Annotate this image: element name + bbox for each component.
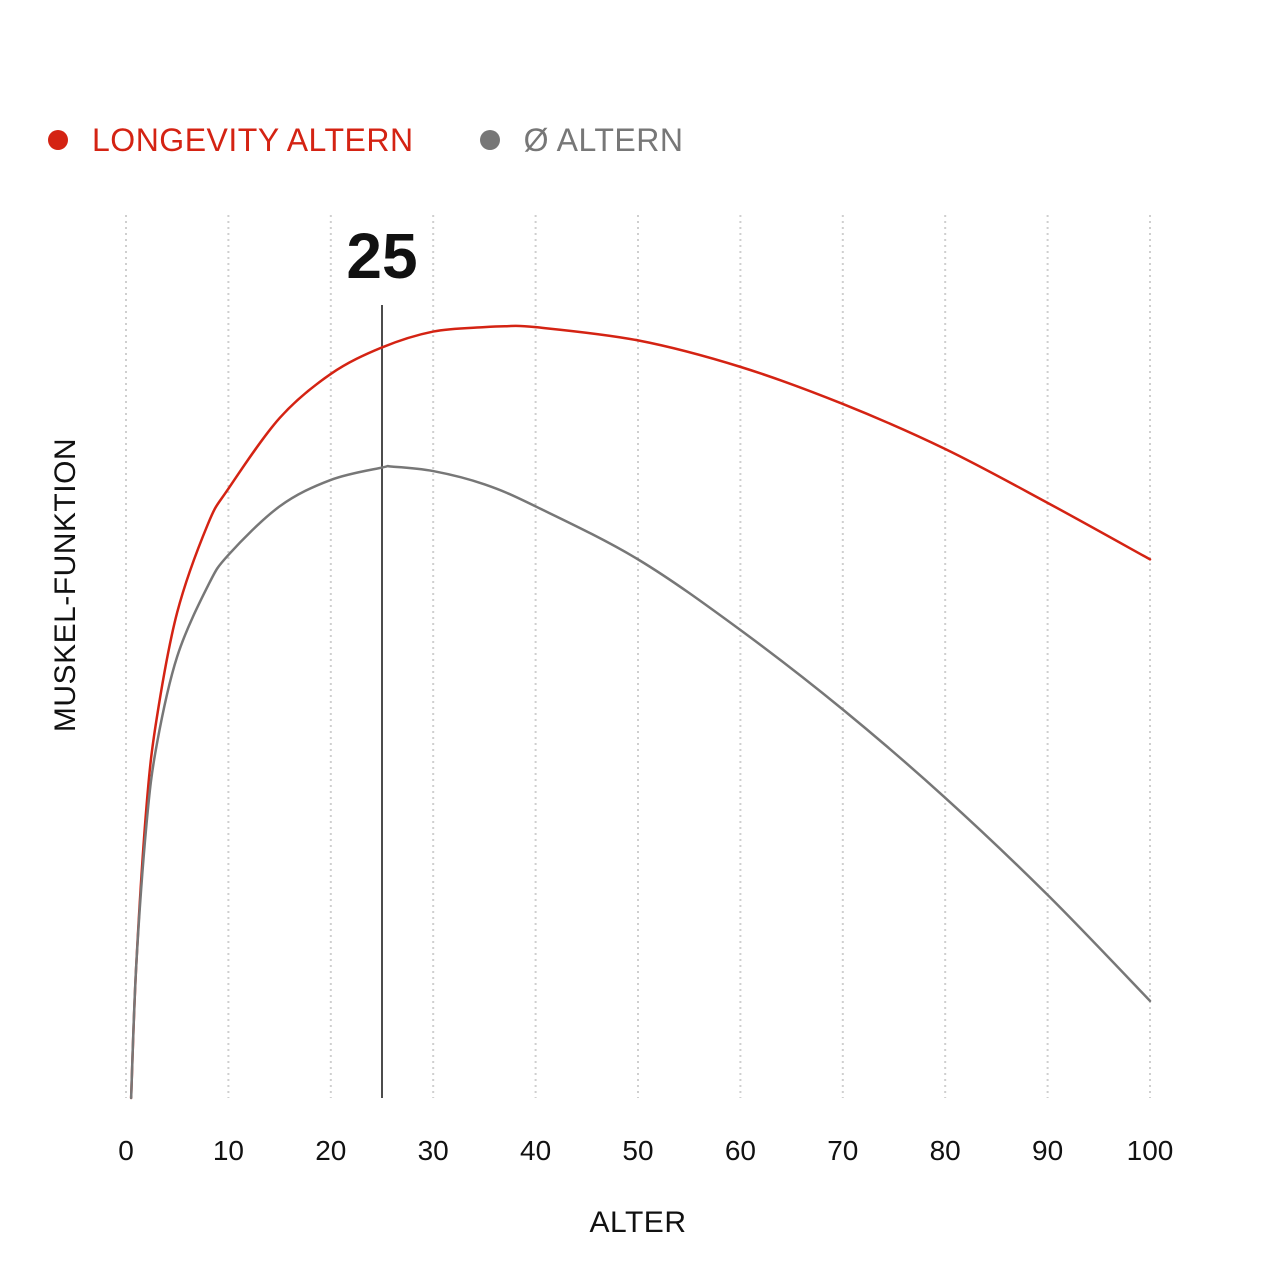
x-tick-label: 40 (520, 1135, 551, 1166)
series-line-1 (129, 464, 1152, 1100)
legend-dot-icon (479, 130, 500, 150)
x-tick-label: 60 (725, 1135, 756, 1166)
series-line-0 (129, 324, 1152, 1100)
x-tick-label: 90 (1032, 1135, 1063, 1166)
x-tick-label: 80 (930, 1135, 961, 1166)
x-tick-label: 70 (827, 1135, 858, 1166)
x-tick-labels: 0 10 20 30 40 50 60 70 80 90 100 (118, 1135, 1173, 1166)
x-tick-label: 20 (315, 1135, 346, 1166)
x-tick-label: 50 (622, 1135, 653, 1166)
legend: LONGEVITY ALTERN Ø ALTERN (48, 118, 749, 162)
legend-item-longevity: LONGEVITY ALTERN (48, 122, 414, 159)
marker-label: 25 (346, 220, 417, 292)
x-tick-label: 100 (1127, 1135, 1174, 1166)
x-tick-label: 0 (118, 1135, 134, 1166)
x-tick-label: 30 (418, 1135, 449, 1166)
legend-item-average: Ø ALTERN (479, 121, 684, 159)
y-axis-title: MUSKEL-FUNKTION (49, 438, 82, 732)
x-axis-title: ALTER (590, 1206, 687, 1239)
x-tick-label: 10 (213, 1135, 244, 1166)
grid-lines (125, 215, 1151, 1098)
legend-label-longevity: LONGEVITY ALTERN (92, 121, 414, 158)
legend-dot-icon (48, 130, 68, 150)
series-lines (129, 324, 1152, 1100)
legend-label-average: Ø ALTERN (523, 121, 684, 158)
